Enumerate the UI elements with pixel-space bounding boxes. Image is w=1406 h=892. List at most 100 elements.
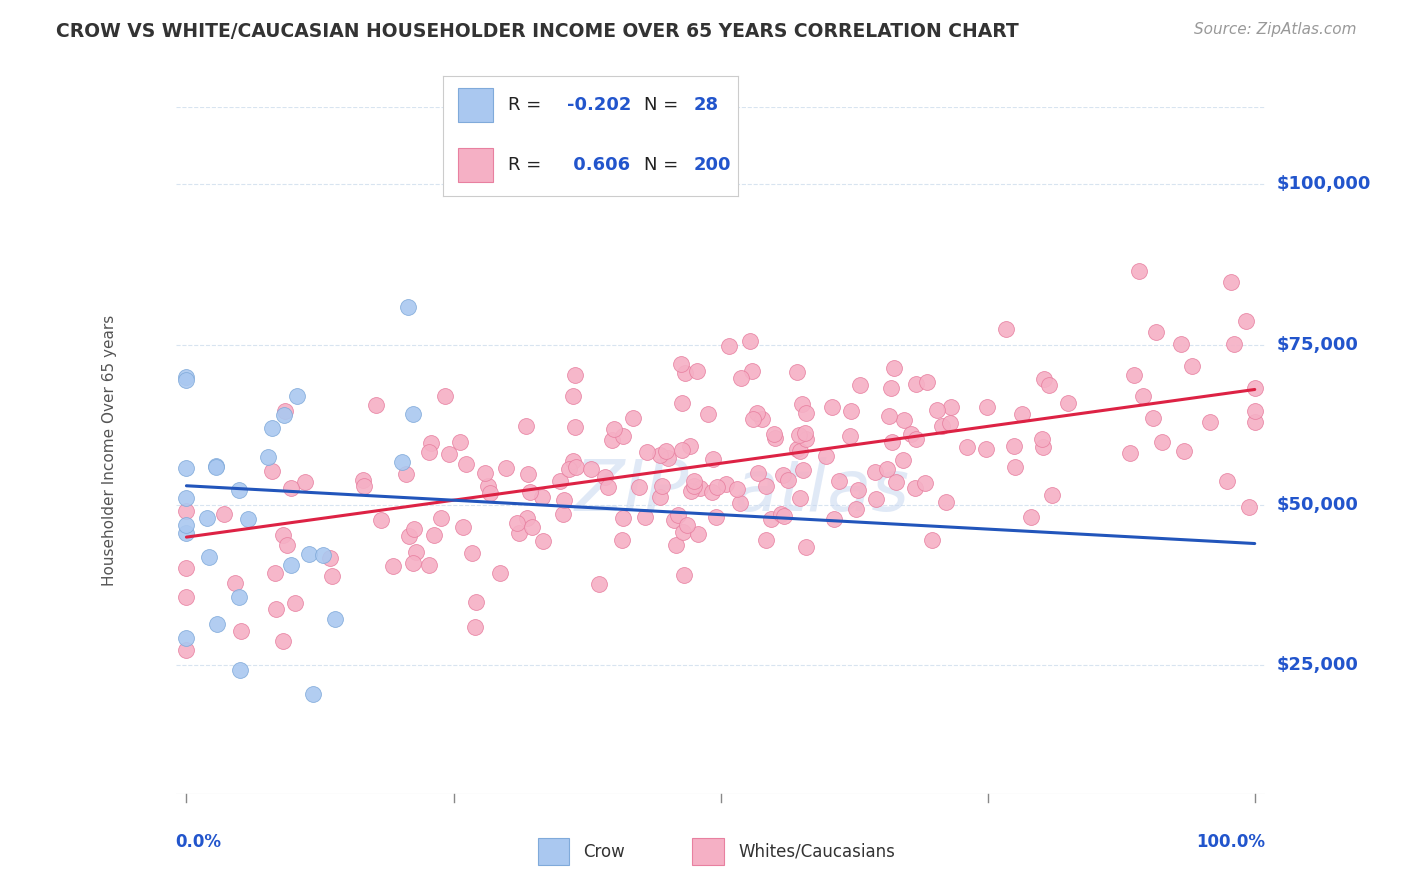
Point [271,528,294,542]
Point [564,420,586,434]
Point [273,408,295,422]
Point [1243,382,1265,396]
Point [294,475,316,489]
Point [1152,434,1174,449]
Point [883,360,905,375]
Point [176,491,198,505]
Point [519,485,541,500]
Point [176,631,198,645]
Point [205,458,228,473]
Point [195,511,218,525]
Point [689,481,711,495]
Point [671,442,693,457]
Bar [458,148,494,182]
Point [284,596,307,610]
Point [1142,411,1164,425]
Point [508,525,530,540]
Point [730,370,752,384]
Point [600,433,623,447]
Point [672,525,695,540]
Point [884,475,907,489]
Point [956,440,979,454]
Point [515,418,537,433]
Point [706,480,728,494]
Point [323,612,346,626]
Point [730,496,752,510]
Point [602,422,624,436]
Point [224,575,246,590]
Point [921,533,943,548]
Point [579,461,602,475]
Point [786,442,808,456]
Point [456,457,478,471]
Point [1042,487,1064,501]
Point [741,364,763,378]
Point [212,507,235,521]
Point [673,366,696,380]
Point [1032,440,1054,454]
Point [449,435,471,450]
Point [891,452,914,467]
Point [228,483,250,497]
Point [755,478,778,492]
Point [665,538,688,552]
Point [673,568,696,582]
Point [562,389,585,403]
Point [1220,275,1243,289]
Point [655,444,678,458]
Text: Crow: Crow [583,843,626,861]
Point [516,510,538,524]
Point [465,595,488,609]
Text: N =: N = [644,156,683,174]
Point [828,474,851,488]
Point [176,643,198,657]
Point [904,432,927,446]
Point [319,550,342,565]
Text: 0.606: 0.606 [567,156,630,174]
Point [264,566,287,580]
Point [439,448,461,462]
Point [505,516,527,530]
Text: Whites/Caucasians: Whites/Caucasians [738,843,896,861]
Point [839,428,862,442]
Point [683,474,706,488]
Point [271,634,294,648]
Text: 200: 200 [695,156,731,174]
Point [531,534,554,549]
Point [623,411,645,425]
Point [741,412,763,426]
Point [671,396,693,410]
Point [1243,403,1265,417]
Point [814,449,837,463]
Point [176,590,198,604]
Bar [537,838,569,865]
Point [562,454,585,468]
Point [176,373,198,387]
Point [1057,396,1080,410]
Point [876,462,898,476]
Point [763,431,786,445]
Point [565,459,588,474]
Point [228,591,250,605]
Point [865,465,887,479]
Point [588,576,610,591]
Point [370,513,392,527]
Point [1181,359,1204,373]
Text: $25,000: $25,000 [1277,657,1358,674]
Point [1004,460,1026,475]
Point [285,389,308,403]
Point [176,370,198,384]
Point [434,389,457,403]
Point [564,368,586,383]
Point [786,365,808,379]
Point [1170,336,1192,351]
Point [477,479,499,493]
Point [904,481,927,495]
Bar [692,838,724,865]
Point [1031,432,1053,446]
Bar [458,87,494,121]
Point [796,432,818,446]
Point [1011,407,1033,421]
Point [794,540,817,554]
Point [792,463,814,477]
